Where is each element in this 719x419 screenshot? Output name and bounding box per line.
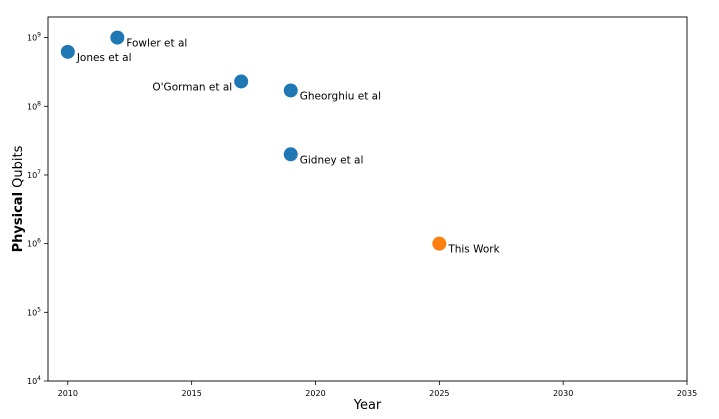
y-axis-title-bold: Physical (11, 192, 26, 252)
y-tick-label: 106 (27, 238, 41, 249)
x-tick-label: 2035 (677, 389, 697, 398)
scatter-point (283, 147, 298, 162)
y-tick-label: 104 (27, 375, 41, 386)
point-label: This Work (447, 244, 500, 256)
scatter-point (234, 74, 249, 89)
plot-background (48, 17, 687, 381)
scatter-point (432, 236, 447, 251)
y-axis-title: Physical Qubits (11, 145, 26, 252)
x-tick-label: 2015 (181, 389, 201, 398)
y-tick-label: 105 (27, 306, 41, 317)
y-tick-label: 108 (27, 100, 41, 111)
x-axis-ticks: 2010 2015 2020 2025 2030 2035 (58, 381, 697, 398)
y-tick-label: 109 (27, 32, 41, 43)
x-tick-label: 2030 (553, 389, 573, 398)
point-label: O'Gorman et al (152, 81, 232, 93)
point-label: Gidney et al (300, 154, 364, 166)
point-label: Gheorghiu et al (300, 90, 381, 102)
data-points: Jones et al Fowler et al O'Gorman et al Ghe… (60, 30, 501, 256)
point-label: Jones et al (76, 52, 132, 64)
plot-border (47, 16, 688, 382)
scatter-point (110, 30, 125, 45)
point-label: Fowler et al (126, 38, 187, 50)
x-tick-label: 2025 (429, 389, 449, 398)
y-axis-ticks: 104 105 106 107 108 109 (27, 32, 48, 386)
y-tick-label: 107 (27, 169, 41, 180)
scatter-point (60, 44, 75, 59)
x-axis-title: Year (353, 398, 382, 413)
x-tick-label: 2020 (305, 389, 325, 398)
plot-frame (47, 16, 688, 382)
x-tick-label: 2010 (58, 389, 78, 398)
scatter-point (283, 83, 298, 98)
y-axis-title-rest: Qubits (11, 145, 26, 192)
